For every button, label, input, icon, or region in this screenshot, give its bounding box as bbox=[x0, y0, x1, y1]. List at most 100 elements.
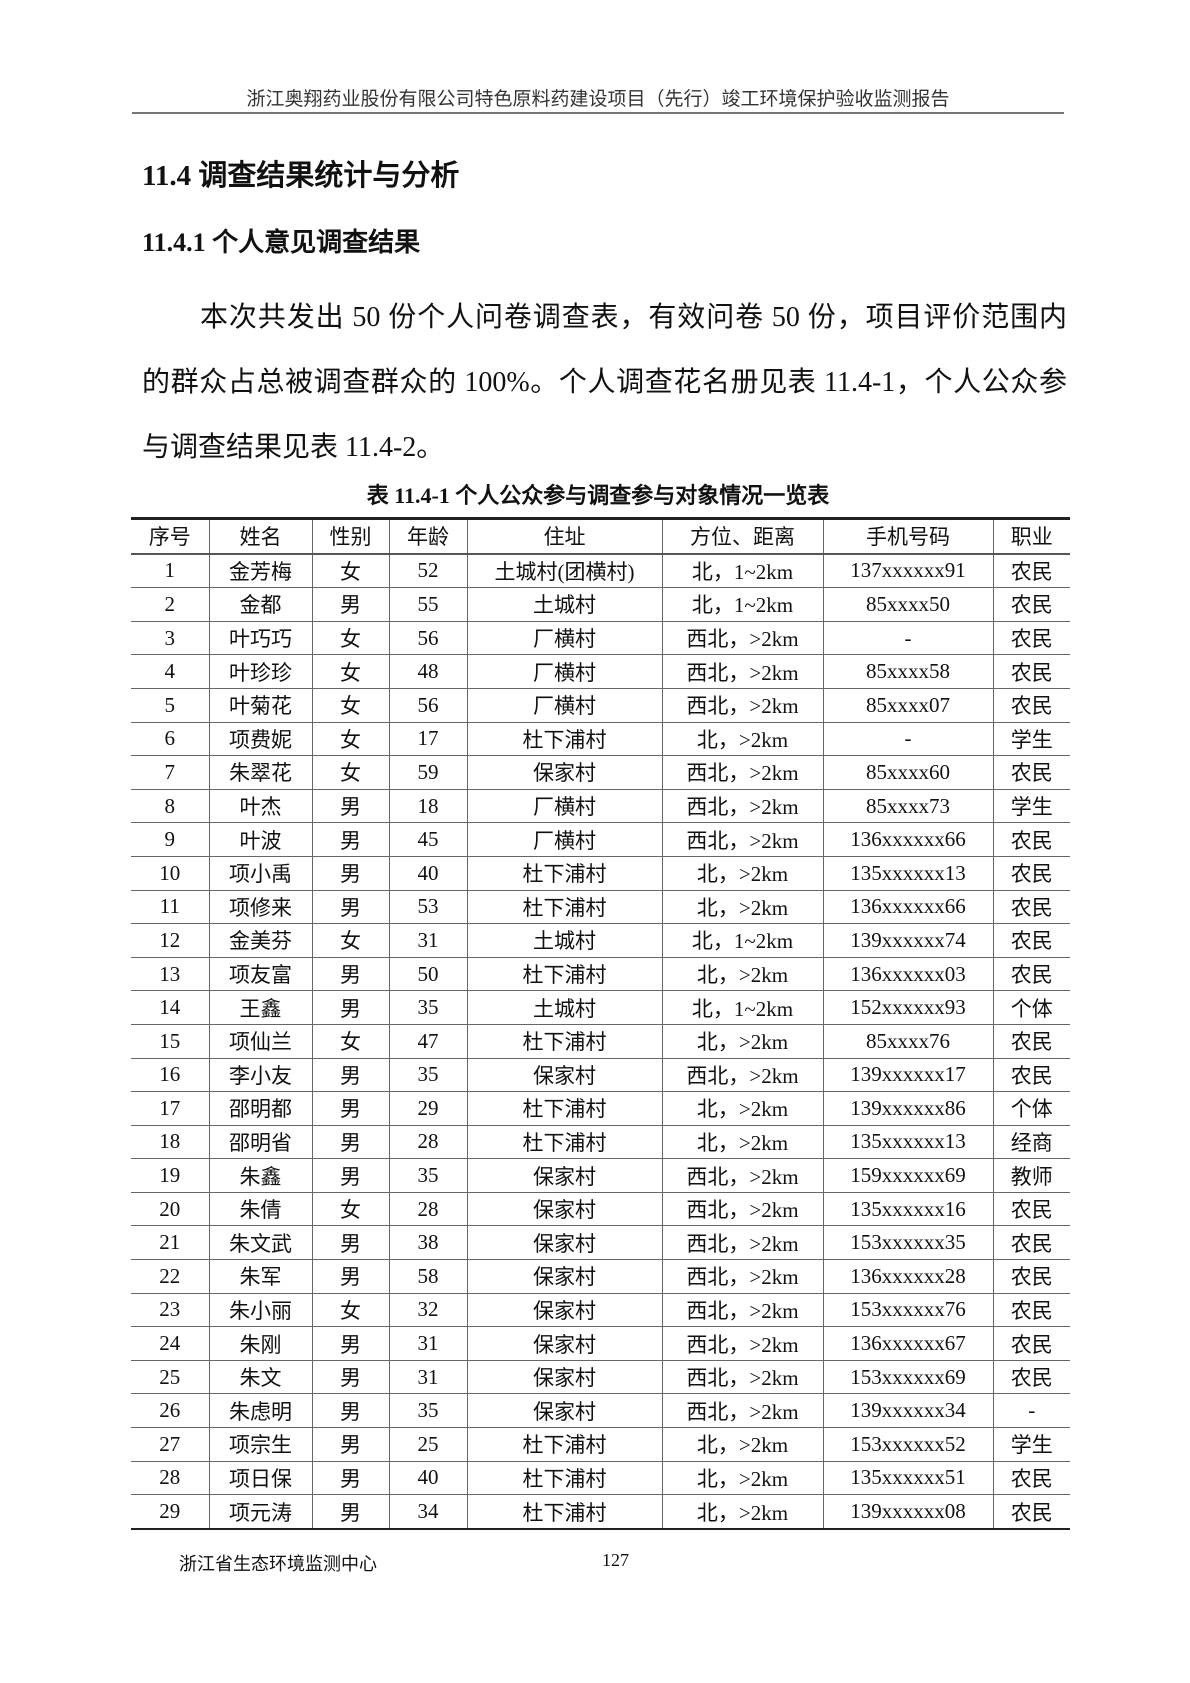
table-cell: 朱虑明 bbox=[208, 1393, 313, 1429]
table-cell: 139xxxxxx17 bbox=[822, 1057, 994, 1093]
table-cell: 50 bbox=[388, 956, 468, 992]
table-cell: 保家村 bbox=[466, 1057, 663, 1093]
column-header: 序号 bbox=[131, 517, 210, 555]
table-cell: 11 bbox=[131, 889, 210, 925]
table-cell: 农民 bbox=[992, 1023, 1070, 1059]
table-row: 19 朱鑫男 35 保家村 西北，>2km 159xxxxxx69 教师 bbox=[131, 1158, 1070, 1193]
column-header: 职业 bbox=[992, 517, 1070, 555]
table-cell: 北，>2km bbox=[661, 1427, 824, 1462]
table-cell: 项日保 bbox=[208, 1460, 313, 1496]
table-cell: 杜下浦村 bbox=[466, 1124, 663, 1160]
table-cell: 个体 bbox=[992, 1091, 1070, 1126]
table-cell: 土城村(团横村) bbox=[466, 553, 663, 589]
table-cell: 杜下浦村 bbox=[466, 855, 663, 891]
table-cell: 李小友 bbox=[208, 1057, 313, 1093]
table-cell: 厂横村 bbox=[466, 687, 663, 723]
table-row: 22 朱军男 58 保家村 西北，>2km 136xxxxxx28 农民 bbox=[131, 1259, 1070, 1294]
table-cell: 20 bbox=[131, 1191, 210, 1227]
table-row: 7 朱翠花女 59 保家村 西北，>2km 85xxxx60 农民 bbox=[131, 755, 1070, 790]
table-cell: 18 bbox=[131, 1124, 210, 1160]
table-cell: 15 bbox=[131, 1023, 210, 1059]
table-cell: 40 bbox=[388, 855, 468, 891]
table-cell: 土城村 bbox=[466, 990, 663, 1025]
table-cell: 北，>2km bbox=[661, 1091, 824, 1126]
table-cell: 保家村 bbox=[466, 1191, 663, 1227]
table-cell: 项仙兰 bbox=[208, 1023, 313, 1059]
table-cell: 男 bbox=[311, 1359, 390, 1395]
table-cell: 28 bbox=[131, 1460, 210, 1496]
table-cell: 12 bbox=[131, 923, 210, 958]
table-cell: 1 bbox=[131, 553, 210, 589]
table-cell: 杜下浦村 bbox=[466, 1494, 663, 1530]
table-cell: 学生 bbox=[992, 788, 1070, 824]
table-cell: 朱翠花 bbox=[208, 755, 313, 790]
table-cell: 男 bbox=[311, 1091, 390, 1126]
table-cell: 5 bbox=[131, 687, 210, 723]
table-cell: 女 bbox=[311, 553, 390, 589]
table-cell: 西北，>2km bbox=[661, 654, 824, 689]
table-row: 3 叶巧巧女 56 厂横村 西北，>2km - 农民 bbox=[131, 620, 1070, 656]
table-cell: 4 bbox=[131, 654, 210, 689]
column-header: 住址 bbox=[466, 517, 663, 555]
table-cell: 31 bbox=[388, 1326, 468, 1361]
table-cell: 139xxxxxx34 bbox=[822, 1393, 994, 1429]
table-cell: 19 bbox=[131, 1158, 210, 1193]
table-cell: 项修来 bbox=[208, 889, 313, 925]
table-cell: 6 bbox=[131, 721, 210, 757]
table-cell: 22 bbox=[131, 1259, 210, 1294]
running-header: 浙江奥翔药业股份有限公司特色原料药建设项目（先行）竣工环境保护验收监测报告 bbox=[246, 89, 950, 110]
table-cell: 2 bbox=[131, 587, 210, 622]
table-cell: 153xxxxxx52 bbox=[822, 1427, 994, 1462]
table-cell: 25 bbox=[131, 1359, 210, 1395]
table-cell: 135xxxxxx13 bbox=[822, 1124, 994, 1160]
table-cell: 农民 bbox=[992, 1057, 1070, 1093]
table-cell: 85xxxx58 bbox=[822, 654, 994, 689]
table-cell: 农民 bbox=[992, 923, 1070, 958]
table-cell: 保家村 bbox=[466, 755, 663, 790]
table-cell: 北，>2km bbox=[661, 889, 824, 925]
table-row: 13 项友富男 50 杜下浦村 北，>2km 136xxxxxx03 农民 bbox=[131, 956, 1070, 992]
table-cell: 男 bbox=[311, 1494, 390, 1530]
table-cell: 21 bbox=[131, 1225, 210, 1261]
table-cell: 男 bbox=[311, 788, 390, 824]
table-cell: 53 bbox=[388, 889, 468, 925]
table-cell: 朱文武 bbox=[208, 1225, 313, 1261]
table-cell: 北，1~2km bbox=[661, 990, 824, 1025]
respondent-table: 序号 姓名 性别 年龄 住址 方位、距离 手机号码 职业 1 金芳梅女 52 土城村(团横村) 北，1… bbox=[131, 517, 1070, 1530]
table-cell: 女 bbox=[311, 620, 390, 656]
table-cell: 北，1~2km bbox=[661, 923, 824, 958]
table-cell: 金美芬 bbox=[208, 923, 313, 958]
table-cell: 男 bbox=[311, 1326, 390, 1361]
table-cell: - bbox=[822, 721, 994, 757]
table-cell: 保家村 bbox=[466, 1393, 663, 1429]
table-cell: 土城村 bbox=[466, 587, 663, 622]
table-row: 15 项仙兰女 47 杜下浦村 北，>2km 85xxxx76 农民 bbox=[131, 1023, 1070, 1059]
table-row: 16 李小友男 35 保家村 西北，>2km 139xxxxxx17 农民 bbox=[131, 1057, 1070, 1093]
table-cell: 西北，>2km bbox=[661, 1393, 824, 1429]
column-header: 方位、距离 bbox=[661, 517, 824, 555]
table-cell: 137xxxxxx91 bbox=[822, 553, 994, 589]
table-row: 8 叶杰男 18 厂横村 西北，>2km 85xxxx73 学生 bbox=[131, 788, 1070, 824]
table-cell: 136xxxxxx67 bbox=[822, 1326, 994, 1361]
table-cell: 女 bbox=[311, 654, 390, 689]
table-cell: - bbox=[992, 1393, 1070, 1429]
table-cell: 24 bbox=[131, 1326, 210, 1361]
table-cell: 139xxxxxx08 bbox=[822, 1494, 994, 1530]
table-cell: 王鑫 bbox=[208, 990, 313, 1025]
column-header: 手机号码 bbox=[822, 517, 994, 555]
table-cell: 北，1~2km bbox=[661, 553, 824, 589]
table-cell: 杜下浦村 bbox=[466, 1460, 663, 1496]
table-cell: 159xxxxxx69 bbox=[822, 1158, 994, 1193]
table-cell: 保家村 bbox=[466, 1359, 663, 1395]
table-cell: 保家村 bbox=[466, 1259, 663, 1294]
table-row: 29 项元涛男 34 杜下浦村 北，>2km 139xxxxxx08 农民 bbox=[131, 1494, 1070, 1530]
table-cell: 叶杰 bbox=[208, 788, 313, 824]
table-cell: 西北，>2km bbox=[661, 1057, 824, 1093]
table-cell: 农民 bbox=[992, 587, 1070, 622]
table-cell: 农民 bbox=[992, 1259, 1070, 1294]
table-cell: 136xxxxxx66 bbox=[822, 822, 994, 857]
table-cell: - bbox=[822, 620, 994, 656]
table-cell: 西北，>2km bbox=[661, 1326, 824, 1361]
table-cell: 85xxxx73 bbox=[822, 788, 994, 824]
table-row: 17 邵明都男 29 杜下浦村 北，>2km 139xxxxxx86 个体 bbox=[131, 1091, 1070, 1126]
